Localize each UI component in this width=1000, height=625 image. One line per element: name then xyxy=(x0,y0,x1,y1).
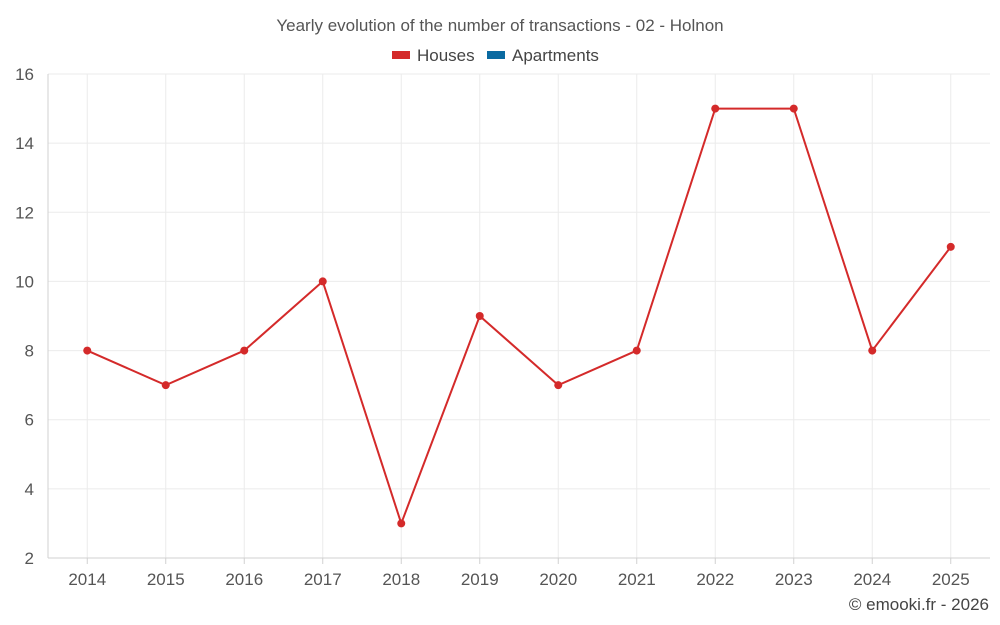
y-tick-label: 14 xyxy=(15,134,34,153)
x-tick-label: 2016 xyxy=(225,570,263,589)
x-tick-label: 2019 xyxy=(461,570,499,589)
data-point[interactable] xyxy=(868,346,877,355)
y-tick-label: 8 xyxy=(25,342,34,361)
y-tick-label: 10 xyxy=(15,272,34,291)
data-point[interactable] xyxy=(397,519,406,528)
credit-text: © emooki.fr - 2026 xyxy=(849,595,989,614)
series-line-houses xyxy=(86,107,952,525)
data-point[interactable] xyxy=(711,104,720,113)
y-tick-label: 6 xyxy=(25,411,34,430)
y-tick-label: 4 xyxy=(25,480,34,499)
data-point[interactable] xyxy=(946,242,955,251)
legend: Houses Apartments xyxy=(392,46,599,65)
legend-label-apartments[interactable]: Apartments xyxy=(512,46,599,65)
chart-title: Yearly evolution of the number of transa… xyxy=(276,16,723,35)
data-point[interactable] xyxy=(554,381,563,390)
x-tick-label: 2018 xyxy=(382,570,420,589)
x-tick-labels: 2014 2015 2016 2017 2018 2019 2020 2021 2022 2023… xyxy=(68,570,969,589)
x-tick-label: 2020 xyxy=(539,570,577,589)
y-tick-label: 16 xyxy=(15,65,34,84)
x-tick-label: 2025 xyxy=(932,570,970,589)
x-tick-label: 2023 xyxy=(775,570,813,589)
x-tick-label: 2021 xyxy=(618,570,656,589)
x-tick-label: 2017 xyxy=(304,570,342,589)
series-houses xyxy=(83,104,955,528)
legend-swatch-houses xyxy=(392,51,410,59)
x-gridlines xyxy=(86,74,952,564)
data-point[interactable] xyxy=(240,346,249,355)
x-tick-label: 2014 xyxy=(68,570,106,589)
data-point[interactable] xyxy=(632,346,641,355)
x-tick-label: 2024 xyxy=(853,570,891,589)
data-point[interactable] xyxy=(83,346,92,355)
x-tick-label: 2015 xyxy=(147,570,185,589)
y-gridlines xyxy=(48,73,990,490)
y-tick-label: 2 xyxy=(25,549,34,568)
data-point[interactable] xyxy=(318,277,327,286)
y-tick-label: 12 xyxy=(15,203,34,222)
legend-swatch-apartments xyxy=(487,51,505,59)
data-point[interactable] xyxy=(789,104,798,113)
legend-label-houses[interactable]: Houses xyxy=(417,46,475,65)
y-tick-labels: 2 4 6 8 10 12 14 16 xyxy=(15,65,34,568)
data-point[interactable] xyxy=(475,312,484,320)
data-point[interactable] xyxy=(161,381,170,390)
x-tick-label: 2022 xyxy=(696,570,734,589)
